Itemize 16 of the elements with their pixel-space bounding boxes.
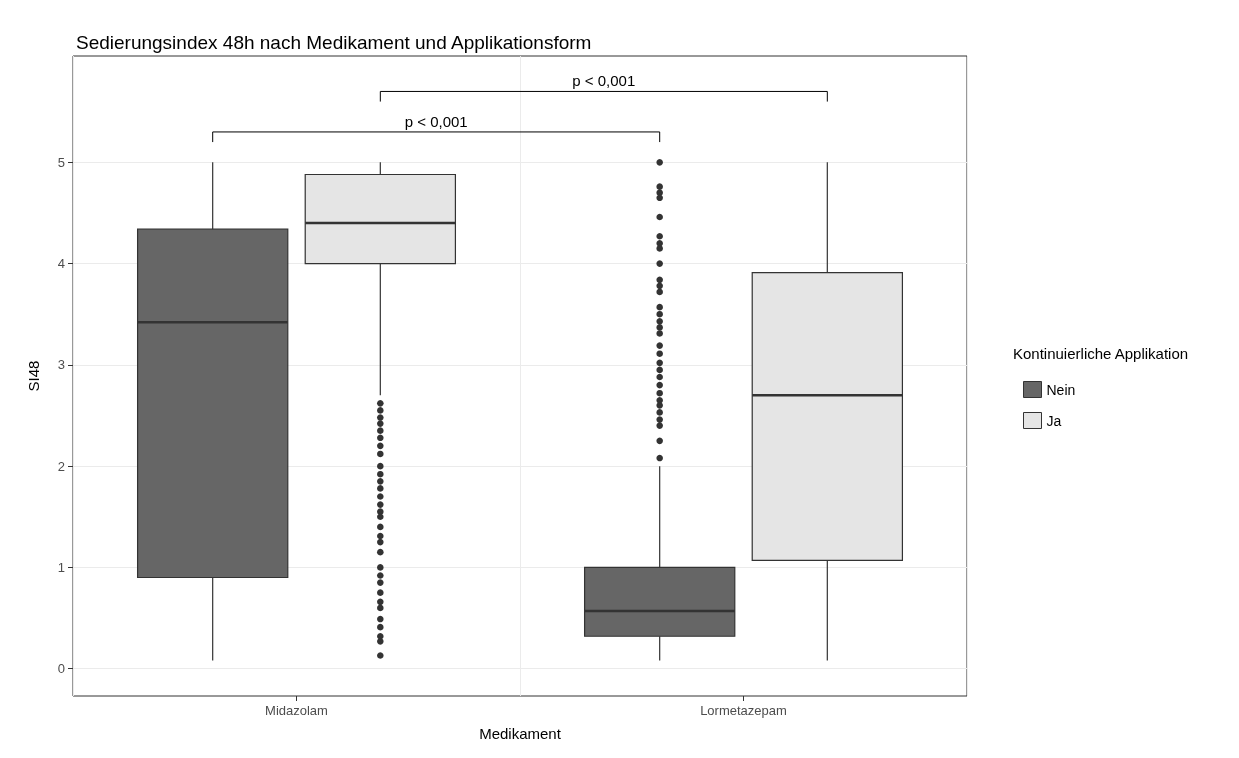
legend-title: Kontinuierliche Applikation bbox=[1013, 345, 1189, 362]
x-tick-label: Midazolam bbox=[265, 703, 328, 718]
annotation: p < 0,001 bbox=[404, 112, 468, 130]
y-axis-title: SI48 bbox=[25, 360, 42, 392]
legend-label: Nein bbox=[1046, 381, 1076, 398]
y-tick-label: 3 bbox=[57, 357, 65, 373]
y-tick-label: 0 bbox=[57, 661, 65, 677]
annotation: p < 0,001 bbox=[572, 72, 636, 90]
x-axis-title: Medikament bbox=[479, 725, 562, 742]
x-tick-label: Lormetazepam bbox=[700, 703, 787, 718]
y-tick-label: 2 bbox=[57, 458, 65, 474]
y-tick-label: 5 bbox=[57, 154, 65, 170]
y-tick-label: 1 bbox=[57, 559, 65, 575]
y-tick-label: 4 bbox=[57, 256, 65, 272]
legend-label: Ja bbox=[1046, 412, 1062, 429]
chart-title: Sedierungsindex 48h nach Medikament und Applikationsform bbox=[76, 32, 592, 53]
